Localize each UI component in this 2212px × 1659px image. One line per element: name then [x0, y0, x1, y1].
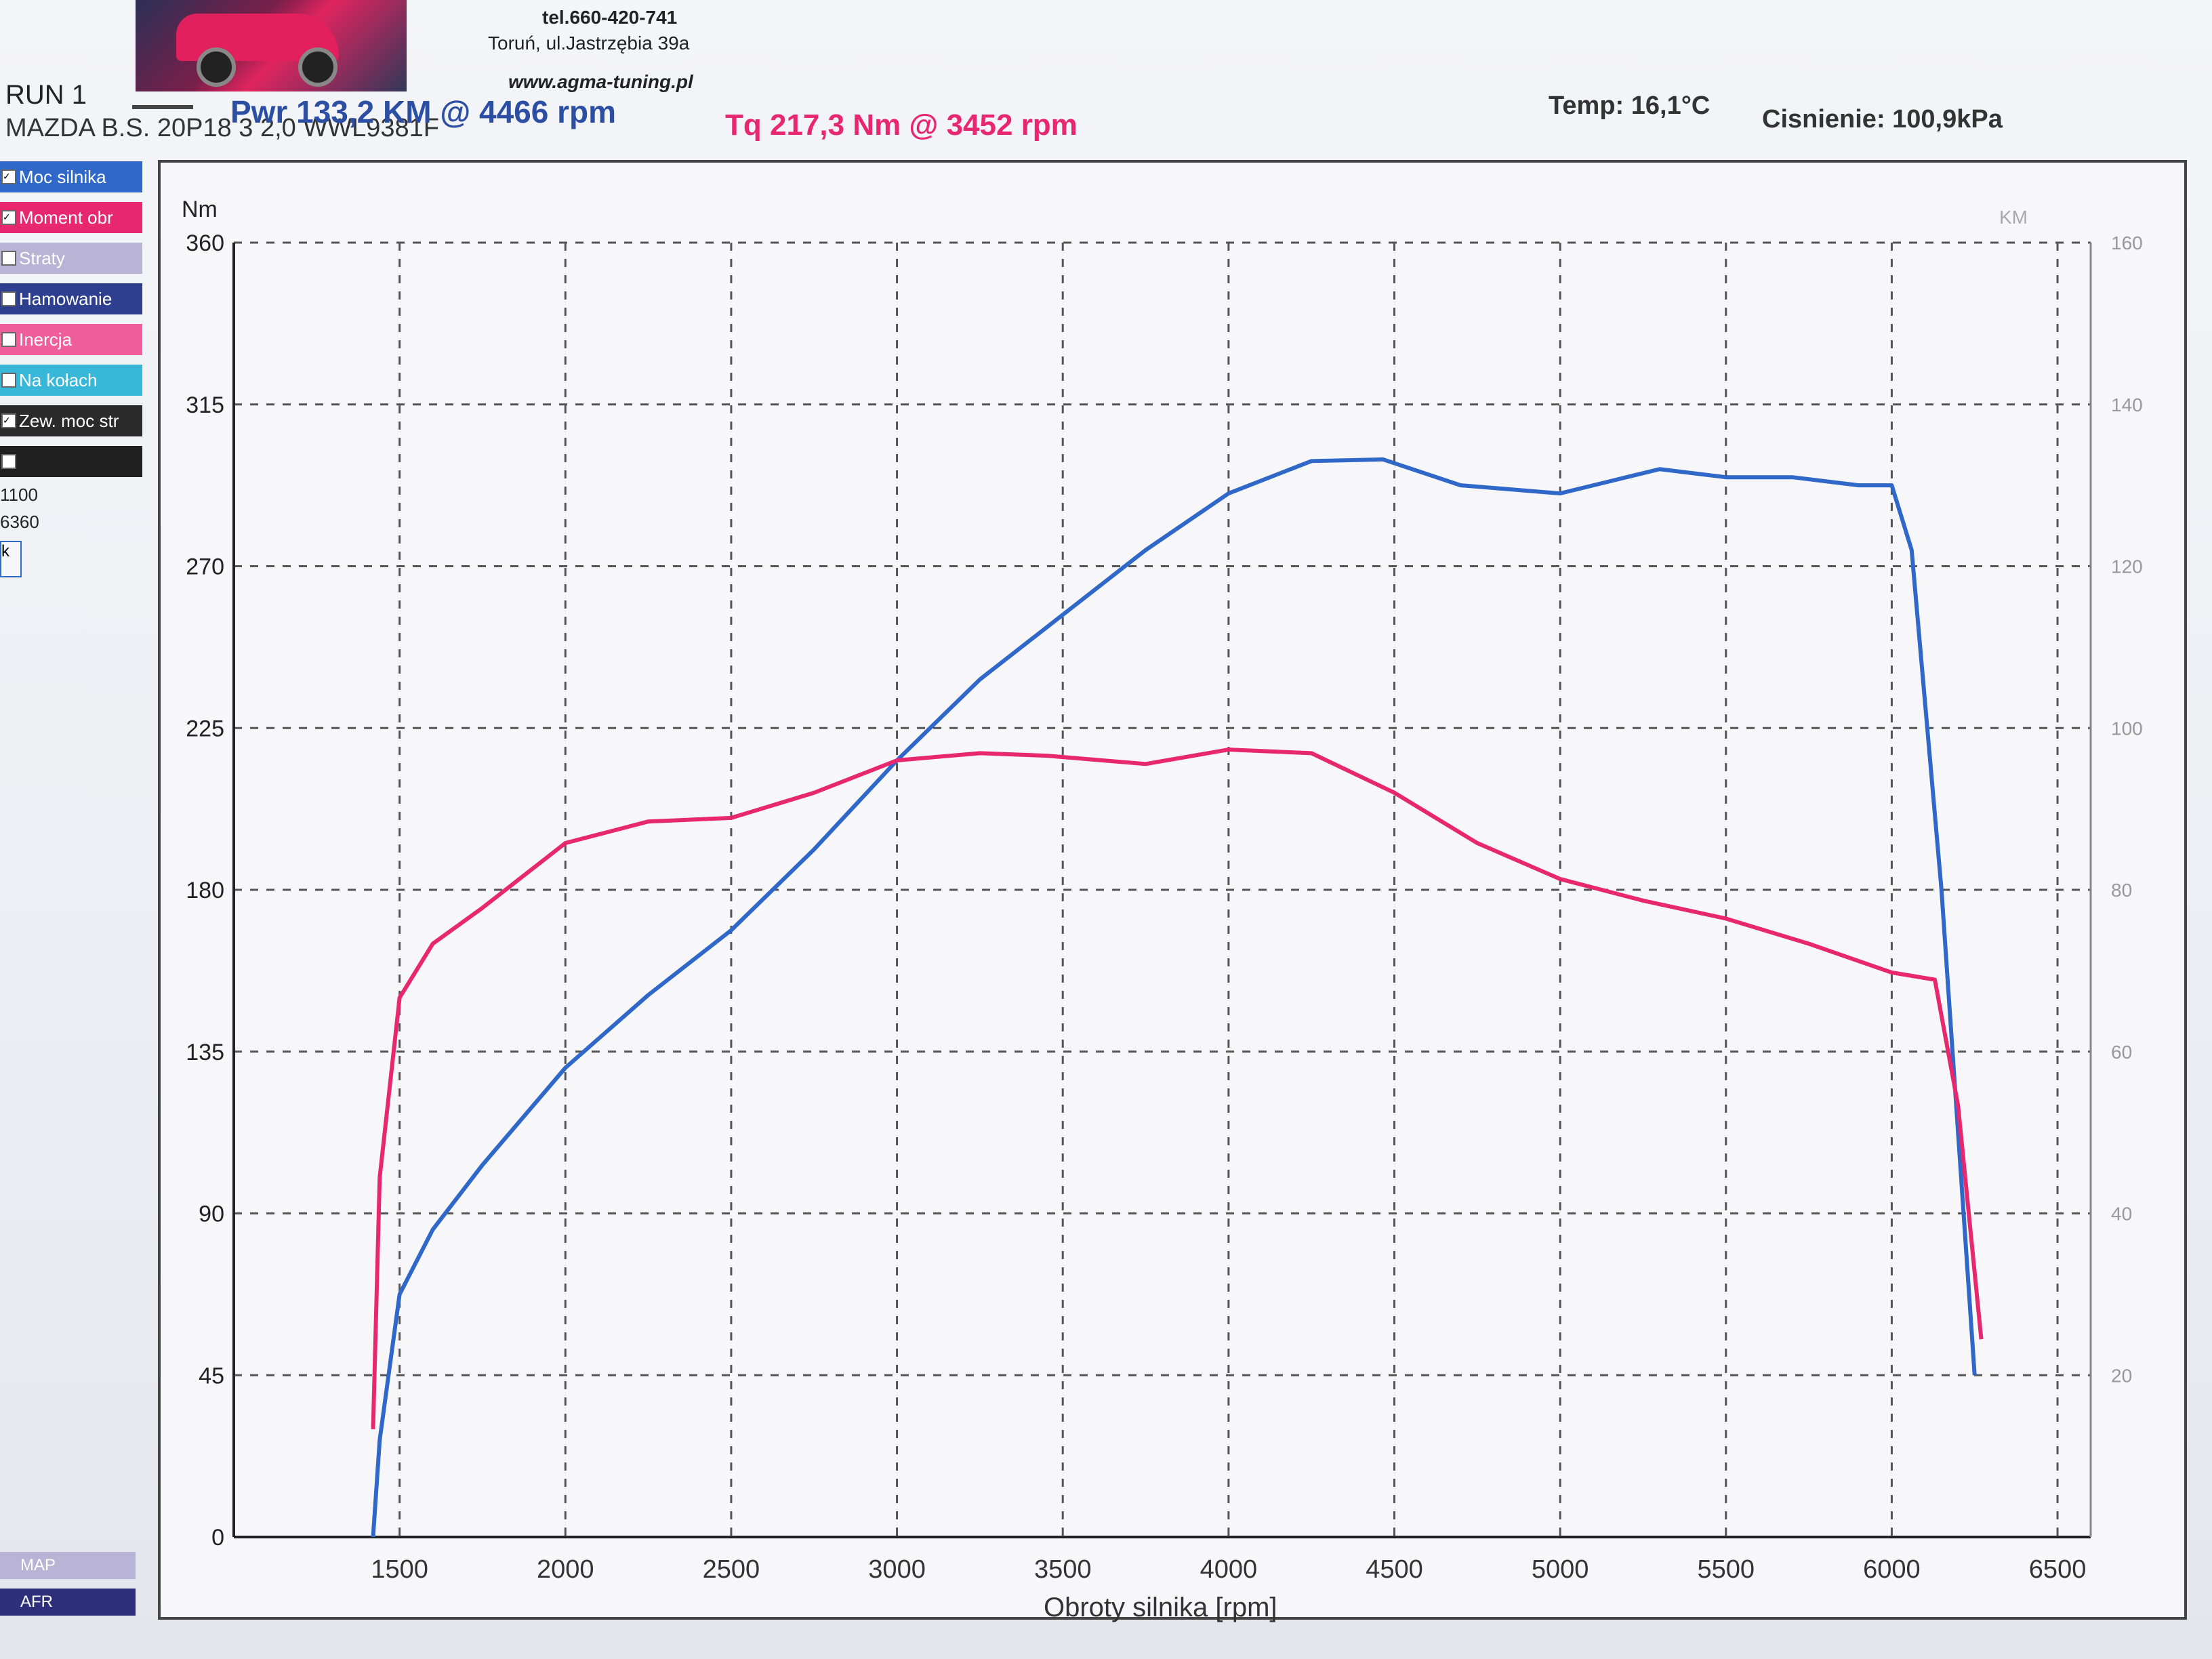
y2-tick-label: 40: [2111, 1204, 2132, 1225]
series-legend: ✓ Moc silnika ✓ Moment obr Straty Hamowanie In…: [0, 161, 142, 487]
right-axis-unit: KM: [1999, 207, 2028, 228]
chart-canvas: 1500 2000 2500 3000 3500 4000 4500 5000 5500 6000…: [158, 160, 2187, 1620]
rpm-range: 1100 6360: [0, 481, 39, 535]
legend-label: Hamowanie: [19, 289, 112, 309]
y2-tick-label: 120: [2111, 556, 2143, 577]
range-button[interactable]: k: [0, 541, 22, 577]
legend-checkbox[interactable]: [1, 251, 16, 266]
y-tick-label: 90: [199, 1202, 224, 1227]
legend-label: Moc silnika: [19, 167, 106, 187]
car-photo: [136, 0, 407, 91]
x-tick-label: 3000: [868, 1555, 926, 1584]
legend-label: Straty: [19, 248, 65, 268]
x-tick-label: 2500: [703, 1555, 760, 1584]
series-line-pwr: [371, 457, 1977, 1538]
y2-tick-label: 20: [2111, 1365, 2132, 1386]
y-tick-label: 225: [186, 716, 224, 741]
legend-checkbox[interactable]: [1, 373, 16, 388]
legend-item[interactable]: [0, 446, 142, 477]
y-tick-label: 135: [186, 1040, 224, 1065]
legend-checkbox[interactable]: ✓: [1, 169, 16, 184]
legend-item[interactable]: Hamowanie: [0, 283, 142, 314]
x-tick-label: 4500: [1366, 1555, 1423, 1584]
power-summary: Pwr 133,2 KM @ 4466 rpm: [230, 94, 617, 129]
x-tick-label: 6500: [2029, 1555, 2087, 1584]
legend-item[interactable]: ✓ Moc silnika: [0, 161, 142, 192]
dyno-chart: 1500 2000 2500 3000 3500 4000 4500 5000 5500 6000…: [146, 148, 2199, 1632]
aux-legend-item[interactable]: MAP: [0, 1552, 136, 1579]
x-tick-label: 1500: [371, 1555, 428, 1584]
legend-checkbox[interactable]: [1, 291, 16, 306]
x-tick-label: 5000: [1532, 1555, 1589, 1584]
aux-legend-item[interactable]: AFR: [0, 1589, 136, 1616]
pressure-label: Cisnienie: 100,9kPa: [1762, 105, 2003, 134]
x-axis-title: Obroty silnika [rpm]: [1044, 1593, 1277, 1622]
x-tick-label: 2000: [537, 1555, 594, 1584]
legend-item[interactable]: ✓ Zew. moc str: [0, 405, 142, 436]
y-tick-label: 315: [186, 392, 224, 418]
y-tick-label: 45: [199, 1363, 224, 1389]
legend-checkbox[interactable]: [1, 332, 16, 347]
contact-address: Toruń, ul.Jastrzębia 39a: [488, 33, 690, 54]
y2-tick-label: 80: [2111, 880, 2132, 901]
x-tick-label: 5500: [1698, 1555, 1755, 1584]
contact-website: www.agma-tuning.pl: [508, 71, 693, 92]
legend-item[interactable]: Straty: [0, 243, 142, 274]
y-tick-label: 270: [186, 554, 224, 580]
aux-legend: MAP AFR: [0, 1552, 136, 1625]
legend-item[interactable]: Na kołach: [0, 365, 142, 396]
series-line-tq: [371, 747, 1984, 1429]
y2-tick-label: 60: [2111, 1042, 2132, 1063]
y2-tick-label: 100: [2111, 718, 2143, 739]
contact-phone: tel.660-420-741: [542, 7, 678, 28]
legend-label: Inercja: [19, 329, 73, 350]
run-label: RUN 1: [5, 80, 87, 110]
torque-summary: Tq 217,3 Nm @ 3452 rpm: [725, 108, 1078, 142]
legend-label: Na kołach: [19, 370, 98, 390]
rpm-range-max: 6360: [0, 512, 39, 532]
x-tick-label: 3500: [1034, 1555, 1092, 1584]
legend-checkbox[interactable]: [1, 454, 16, 469]
legend-checkbox[interactable]: ✓: [1, 413, 16, 428]
y2-tick-label: 160: [2111, 232, 2143, 253]
legend-item[interactable]: Inercja: [0, 324, 142, 355]
legend-label: Zew. moc str: [19, 411, 119, 431]
x-tick-label: 4000: [1200, 1555, 1258, 1584]
legend-label: Moment obr: [19, 207, 113, 228]
rpm-range-min: 1100: [0, 485, 38, 505]
left-axis-unit: Nm: [182, 197, 218, 222]
run-line-indicator: [132, 105, 193, 109]
temperature-label: Temp: 16,1°C: [1549, 91, 1711, 120]
car-wheel-graphic: [298, 47, 337, 87]
car-label: MAZDA B.S. 20P18 3 2,0 WWL9381F: [5, 114, 439, 142]
y-tick-label: 180: [186, 878, 224, 903]
x-tick-label: 6000: [1863, 1555, 1921, 1584]
y2-tick-label: 140: [2111, 394, 2143, 415]
legend-checkbox[interactable]: ✓: [1, 210, 16, 225]
y-tick-label: 360: [186, 230, 224, 256]
y-tick-label: 0: [211, 1525, 224, 1551]
car-wheel-graphic: [197, 47, 236, 87]
legend-item[interactable]: ✓ Moment obr: [0, 202, 142, 233]
